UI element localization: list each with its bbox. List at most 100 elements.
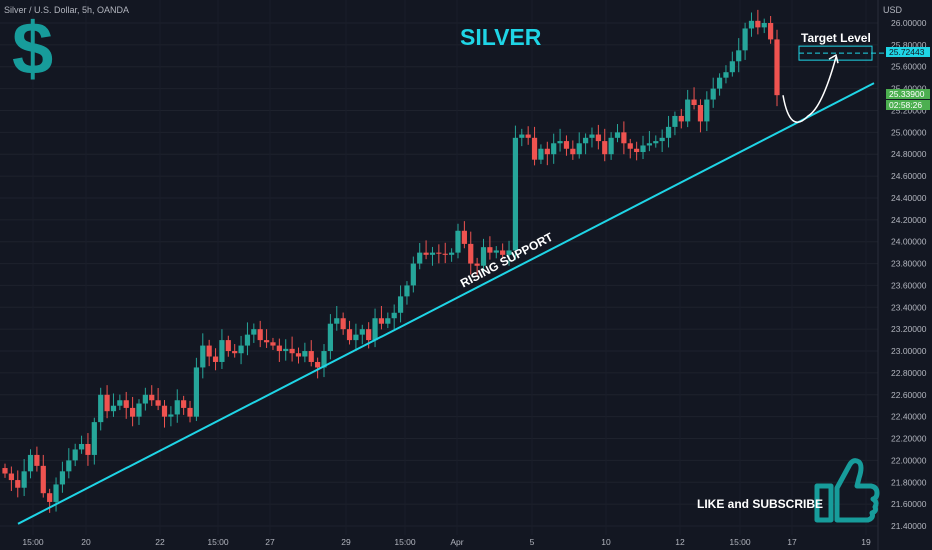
- candle: [602, 128, 608, 162]
- candle: [634, 141, 640, 161]
- y-tick-label: 23.00000: [891, 346, 927, 356]
- candle: [716, 73, 723, 96]
- candle: [270, 337, 276, 350]
- candle: [353, 323, 359, 352]
- candle: [391, 304, 397, 330]
- target-level-label: Target Level: [801, 31, 871, 45]
- y-tick-label: 23.40000: [891, 302, 927, 312]
- candle: [748, 12, 755, 37]
- candle: [417, 243, 423, 270]
- y-tick-label: 22.20000: [891, 434, 927, 444]
- candle: [691, 87, 697, 110]
- candle: [59, 461, 66, 493]
- candle: [480, 238, 487, 275]
- x-tick-label: Apr: [450, 537, 463, 547]
- rising-support-line[interactable]: [17, 82, 875, 525]
- candle: [212, 348, 219, 371]
- candle: [736, 38, 742, 73]
- candle: [729, 51, 735, 77]
- thumbs-up-icon: [814, 458, 880, 523]
- candle: [359, 324, 365, 345]
- candle: [538, 144, 544, 165]
- candle: [181, 395, 187, 415]
- candle: [155, 388, 161, 411]
- candle: [589, 127, 595, 148]
- candle: [334, 305, 340, 331]
- candle: [225, 335, 231, 357]
- candle: [263, 329, 270, 348]
- candle: [72, 443, 78, 467]
- candle: [531, 126, 538, 166]
- candle: [187, 400, 193, 423]
- candle: [595, 124, 601, 150]
- candle: [468, 231, 474, 275]
- candle: [672, 111, 678, 136]
- candle: [397, 285, 404, 323]
- candle: [678, 108, 684, 129]
- candle: [315, 357, 321, 379]
- candle: [627, 138, 633, 159]
- currency-label: USD: [883, 5, 903, 15]
- x-tick-label: 10: [601, 537, 611, 547]
- candle: [302, 342, 308, 363]
- candle: [200, 333, 206, 379]
- candle: [47, 488, 53, 513]
- candle: [21, 459, 27, 497]
- y-tick-label: 25.20000: [891, 105, 927, 115]
- dollar-icon: $: [12, 7, 54, 90]
- candle: [2, 463, 8, 478]
- candle: [244, 322, 251, 356]
- x-tick-label: 17: [787, 537, 797, 547]
- y-tick-label: 21.60000: [891, 499, 927, 509]
- candle: [78, 435, 85, 454]
- candle: [659, 129, 665, 153]
- candle: [506, 240, 512, 266]
- candle: [123, 391, 129, 419]
- x-tick-label: 15:00: [394, 537, 416, 547]
- candle: [110, 393, 117, 417]
- candle: [449, 248, 455, 262]
- y-tick-label: 22.40000: [891, 412, 927, 422]
- candle: [742, 22, 748, 60]
- candle: [104, 385, 110, 419]
- candle: [142, 387, 148, 411]
- x-tick-label: 15:00: [729, 537, 751, 547]
- candle: [500, 243, 506, 260]
- candle: [91, 417, 97, 465]
- candle: [251, 323, 257, 343]
- candle: [66, 448, 72, 479]
- candle: [149, 385, 155, 406]
- grid-lines: [0, 22, 878, 527]
- x-tick-label: 20: [81, 537, 91, 547]
- y-tick-label: 24.80000: [891, 149, 927, 159]
- x-tick-label: 22: [155, 537, 165, 547]
- candle: [327, 314, 333, 360]
- candle: [710, 77, 716, 108]
- candle: [136, 399, 142, 425]
- candle: [410, 256, 416, 293]
- candle: [608, 132, 614, 160]
- candle: [487, 236, 493, 260]
- candle: [40, 454, 46, 498]
- candle: [385, 312, 391, 329]
- candle: [429, 246, 436, 266]
- candle: [755, 9, 761, 35]
- candle: [219, 329, 225, 369]
- candle: [257, 320, 263, 348]
- candle: [512, 125, 519, 261]
- candle: [493, 246, 499, 259]
- y-tick-label: 21.80000: [891, 477, 927, 487]
- candle: [161, 400, 168, 428]
- y-tick-label: 25.40000: [891, 84, 927, 94]
- candle: [544, 141, 550, 166]
- candle: [15, 470, 21, 498]
- arrow-head: [828, 53, 839, 64]
- candle: [346, 320, 353, 345]
- current-price-tag: 25.33900: [886, 89, 930, 100]
- candle: [697, 99, 704, 133]
- y-tick-label: 25.00000: [891, 127, 927, 137]
- candle: [98, 387, 104, 431]
- candle: [665, 115, 672, 148]
- y-tick-label: 25.80000: [891, 40, 927, 50]
